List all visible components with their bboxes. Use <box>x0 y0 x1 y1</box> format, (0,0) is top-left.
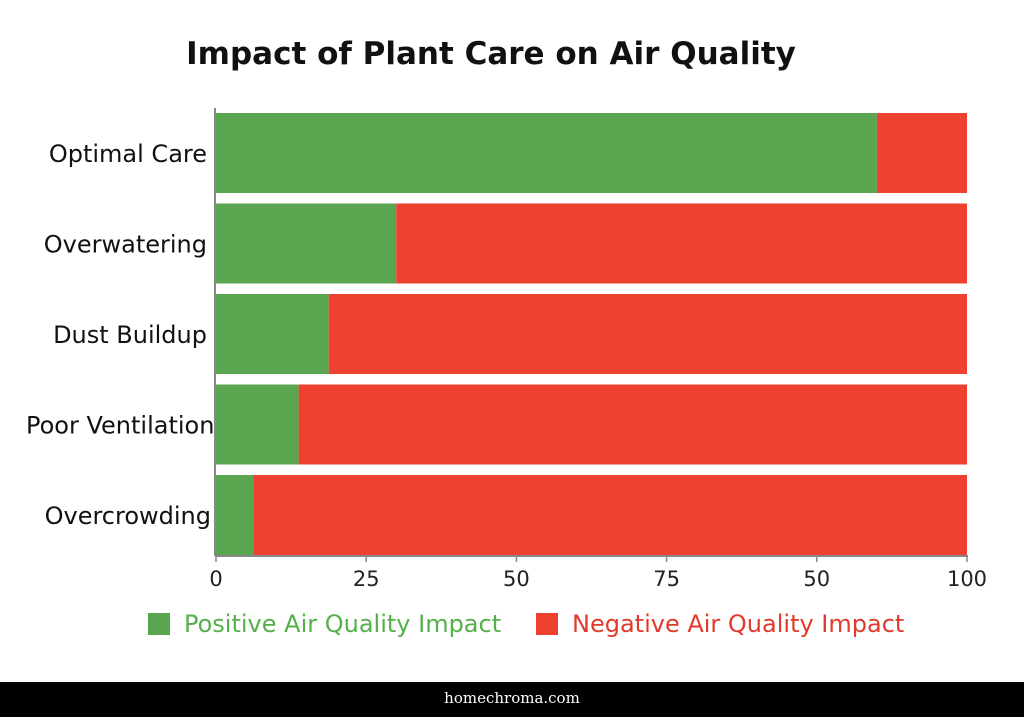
legend-item-negative: Negative Air Quality Impact <box>536 610 904 638</box>
bar-positive <box>216 113 877 193</box>
bar-positive <box>216 475 254 555</box>
bar-negative <box>298 384 967 465</box>
bar-negative <box>396 203 967 284</box>
bar-positive <box>216 384 299 465</box>
category-label: Poor Ventilation <box>26 412 214 440</box>
legend-swatch-positive <box>148 613 170 635</box>
category-label: Overcrowding <box>45 502 211 530</box>
category-label: Overwatering <box>44 231 207 259</box>
legend-swatch-negative <box>536 613 558 635</box>
bar-negative <box>253 475 968 555</box>
legend-label-positive: Positive Air Quality Impact <box>184 610 502 638</box>
x-tick-label: 100 <box>947 567 987 591</box>
x-tick-label: 50 <box>503 567 530 591</box>
chart-title: Impact of Plant Care on Air Quality <box>186 36 796 72</box>
x-tick-label: 50 <box>803 567 830 591</box>
category-label: Dust Buildup <box>53 321 207 349</box>
x-tick-label: 25 <box>353 567 380 591</box>
x-tick-label: 75 <box>653 567 680 591</box>
x-tick-label: 0 <box>209 567 222 591</box>
footer-watermark: homechroma.com <box>0 682 1024 717</box>
bar-negative <box>876 113 967 193</box>
legend-label-negative: Negative Air Quality Impact <box>572 610 905 638</box>
bar-positive <box>216 203 397 284</box>
bar-negative <box>328 294 967 374</box>
category-label: Optimal Care <box>49 140 207 168</box>
legend-item-positive: Positive Air Quality Impact <box>148 610 501 638</box>
bar-positive <box>216 294 329 374</box>
